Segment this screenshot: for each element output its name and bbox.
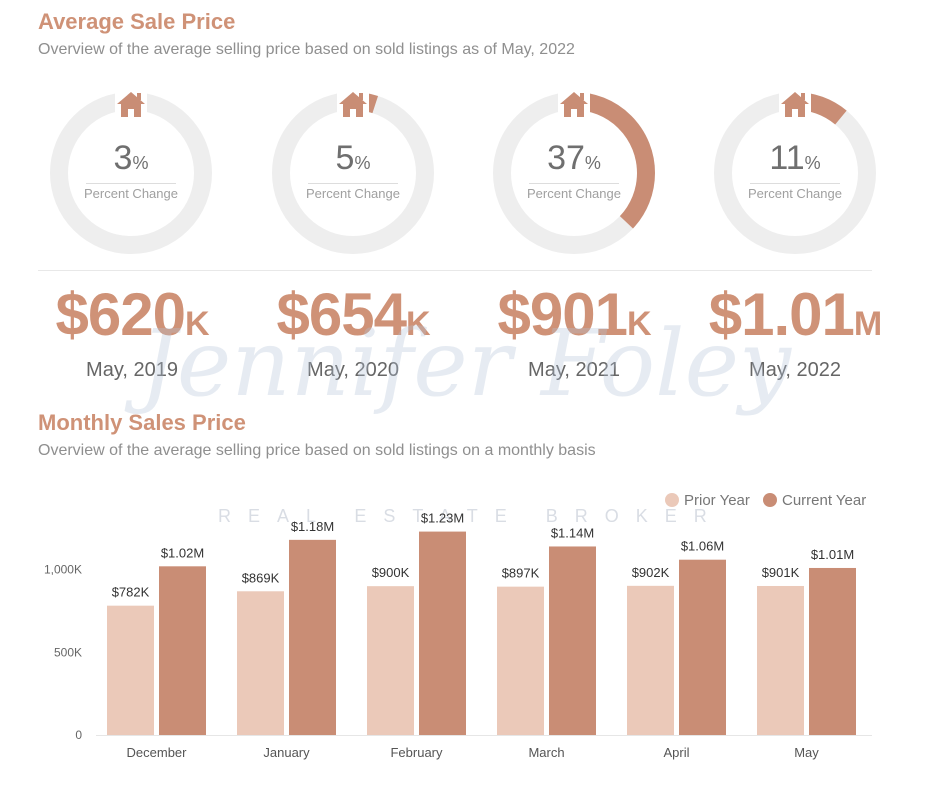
price-value: $654K	[243, 280, 463, 359]
bar-value-label: $900K	[372, 565, 410, 580]
house-icon	[115, 90, 147, 120]
y-tick-label: 1,000K	[44, 563, 82, 577]
percent-sign: %	[584, 153, 601, 173]
percent-ring: 3% Percent Change	[46, 88, 216, 258]
bar	[809, 567, 856, 735]
bar	[679, 559, 726, 735]
ring-chart	[714, 90, 876, 254]
x-tick-label: March	[528, 745, 564, 760]
page-subtitle: Overview of the average selling price ba…	[38, 41, 575, 58]
percent-label: Percent Change	[748, 186, 842, 201]
price-date: May, 2022	[749, 359, 841, 381]
bar-value-label: $1.02M	[161, 545, 204, 560]
house-icon	[779, 90, 811, 120]
percent-underline	[86, 183, 176, 184]
percent-number: 5	[335, 139, 355, 177]
legend-swatch	[665, 493, 679, 507]
bar	[289, 539, 336, 735]
bar	[549, 546, 596, 735]
price-card: $654K May, 2020	[243, 280, 463, 381]
ring-chart	[272, 90, 434, 254]
x-tick-label: May	[794, 745, 819, 760]
price-card: $901K May, 2021	[464, 280, 684, 381]
price-unit: K	[626, 305, 652, 343]
bar-value-label: $869K	[242, 570, 280, 585]
percent-value: 3%	[46, 140, 216, 181]
watermark-tagline: REAL ESTATE BROKER	[218, 506, 724, 526]
bar-value-label: $897K	[502, 566, 540, 581]
percent-underline	[529, 183, 619, 184]
bar	[419, 531, 466, 735]
legend-label: Current Year	[782, 492, 866, 509]
ring-chart	[50, 90, 212, 254]
bar-value-label: $902K	[632, 565, 670, 580]
percent-label: Percent Change	[527, 186, 621, 201]
percent-value: 11%	[710, 140, 880, 181]
price-amount: $620	[55, 281, 185, 348]
monthly-sales-chart: Prior Year Current Year 0 500K 1,000K $782K $1…	[44, 492, 872, 760]
bar-value-label: $782K	[112, 585, 150, 600]
percent-underline	[750, 183, 840, 184]
x-tick-label: January	[263, 745, 310, 760]
percent-value: 5%	[268, 140, 438, 181]
house-icon	[558, 90, 590, 120]
percent-value: 37%	[489, 140, 659, 181]
chart-subtitle: Overview of the average selling price ba…	[38, 442, 596, 459]
percent-label: Percent Change	[84, 186, 178, 201]
bar	[367, 586, 414, 735]
bar-value-label: $1.14M	[551, 525, 594, 540]
x-tick-label: April	[663, 745, 689, 760]
percent-ring: 37% Percent Change	[489, 88, 659, 258]
percent-number: 11	[769, 139, 805, 177]
y-tick-label: 500K	[54, 645, 82, 659]
price-amount: $1.01	[708, 281, 855, 348]
divider	[38, 270, 872, 271]
price-value: $620K	[22, 280, 242, 359]
price-unit: M	[853, 305, 882, 343]
price-date: May, 2021	[528, 359, 620, 381]
percent-underline	[308, 183, 398, 184]
legend-label: Prior Year	[684, 492, 750, 509]
bar	[497, 586, 544, 735]
percent-label: Percent Change	[306, 186, 400, 201]
percent-sign: %	[132, 153, 149, 173]
x-tick-label: December	[127, 745, 188, 760]
legend-swatch	[763, 493, 777, 507]
percent-number: 37	[547, 139, 585, 177]
bar	[237, 591, 284, 735]
price-date: May, 2020	[307, 359, 399, 381]
price-amount: $901	[497, 281, 627, 348]
price-card: $620K May, 2019	[22, 280, 242, 381]
bar-value-label: $1.18M	[291, 519, 334, 534]
bar	[757, 585, 804, 735]
price-unit: K	[184, 305, 210, 343]
bar	[107, 605, 154, 735]
x-tick-label: February	[390, 745, 443, 760]
chart-title: Monthly Sales Price	[38, 410, 246, 435]
bar-value-label: $901K	[762, 565, 800, 580]
chart-legend: Prior Year Current Year	[665, 492, 866, 509]
price-amount: $654	[276, 281, 406, 348]
ring-chart	[493, 90, 655, 254]
price-value: $1.01M	[685, 280, 905, 359]
percent-ring: 5% Percent Change	[268, 88, 438, 258]
bar-value-label: $1.01M	[811, 547, 854, 562]
percent-ring: 11% Percent Change	[710, 88, 880, 258]
y-tick-label: 0	[75, 728, 82, 742]
bar	[159, 566, 206, 735]
page-title: Average Sale Price	[38, 9, 236, 34]
price-card: $1.01M May, 2022	[685, 280, 905, 381]
watermark-signature: Jennifer Foley	[140, 310, 792, 417]
bar-value-label: $1.06M	[681, 539, 724, 554]
house-icon	[337, 90, 369, 120]
price-value: $901K	[464, 280, 684, 359]
bar	[627, 585, 674, 735]
bar-value-label: $1.23M	[421, 511, 464, 526]
price-unit: K	[405, 305, 431, 343]
percent-sign: %	[804, 153, 821, 173]
percent-sign: %	[354, 153, 371, 173]
percent-number: 3	[113, 139, 133, 177]
price-date: May, 2019	[86, 359, 178, 381]
